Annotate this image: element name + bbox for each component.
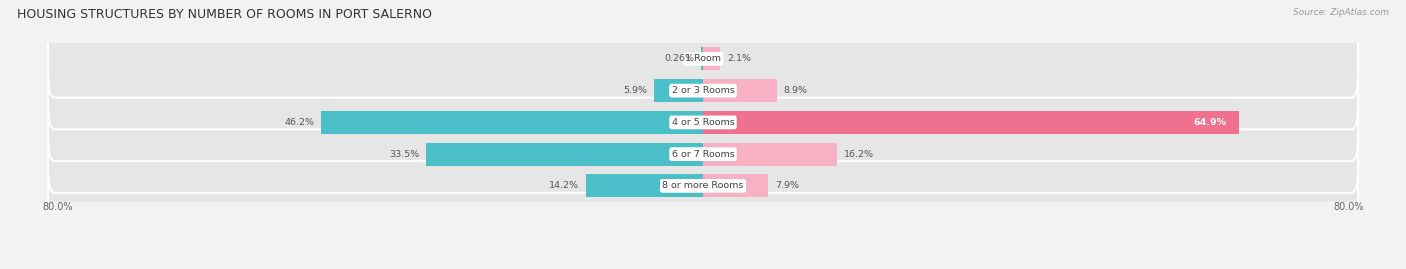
Bar <box>322 111 703 134</box>
Bar <box>703 79 776 102</box>
Text: 2 or 3 Rooms: 2 or 3 Rooms <box>672 86 734 95</box>
Text: 6 or 7 Rooms: 6 or 7 Rooms <box>672 150 734 159</box>
Bar <box>654 79 703 102</box>
Bar <box>703 175 768 197</box>
Bar <box>426 143 703 165</box>
Bar <box>703 143 837 165</box>
Text: 8 or more Rooms: 8 or more Rooms <box>662 181 744 190</box>
FancyBboxPatch shape <box>48 52 1358 129</box>
Bar <box>703 48 720 70</box>
Legend: Owner-occupied, Renter-occupied: Owner-occupied, Renter-occupied <box>592 266 814 269</box>
Text: 2.1%: 2.1% <box>727 54 751 63</box>
Text: 46.2%: 46.2% <box>285 118 315 127</box>
Text: 5.9%: 5.9% <box>624 86 648 95</box>
Text: Source: ZipAtlas.com: Source: ZipAtlas.com <box>1294 8 1389 17</box>
Text: 0.26%: 0.26% <box>664 54 695 63</box>
Text: 64.9%: 64.9% <box>1194 118 1226 127</box>
Text: 33.5%: 33.5% <box>389 150 419 159</box>
Text: 1 Room: 1 Room <box>685 54 721 63</box>
Bar <box>703 111 1239 134</box>
Bar <box>700 48 703 70</box>
FancyBboxPatch shape <box>48 84 1358 161</box>
Text: 8.9%: 8.9% <box>783 86 807 95</box>
Bar <box>586 175 703 197</box>
Text: 4 or 5 Rooms: 4 or 5 Rooms <box>672 118 734 127</box>
Text: 14.2%: 14.2% <box>550 181 579 190</box>
FancyBboxPatch shape <box>48 147 1358 225</box>
FancyBboxPatch shape <box>48 115 1358 193</box>
Text: 80.0%: 80.0% <box>1333 202 1364 212</box>
Text: 7.9%: 7.9% <box>775 181 799 190</box>
Text: HOUSING STRUCTURES BY NUMBER OF ROOMS IN PORT SALERNO: HOUSING STRUCTURES BY NUMBER OF ROOMS IN… <box>17 8 432 21</box>
Text: 80.0%: 80.0% <box>42 202 73 212</box>
FancyBboxPatch shape <box>48 20 1358 98</box>
Text: 16.2%: 16.2% <box>844 150 873 159</box>
